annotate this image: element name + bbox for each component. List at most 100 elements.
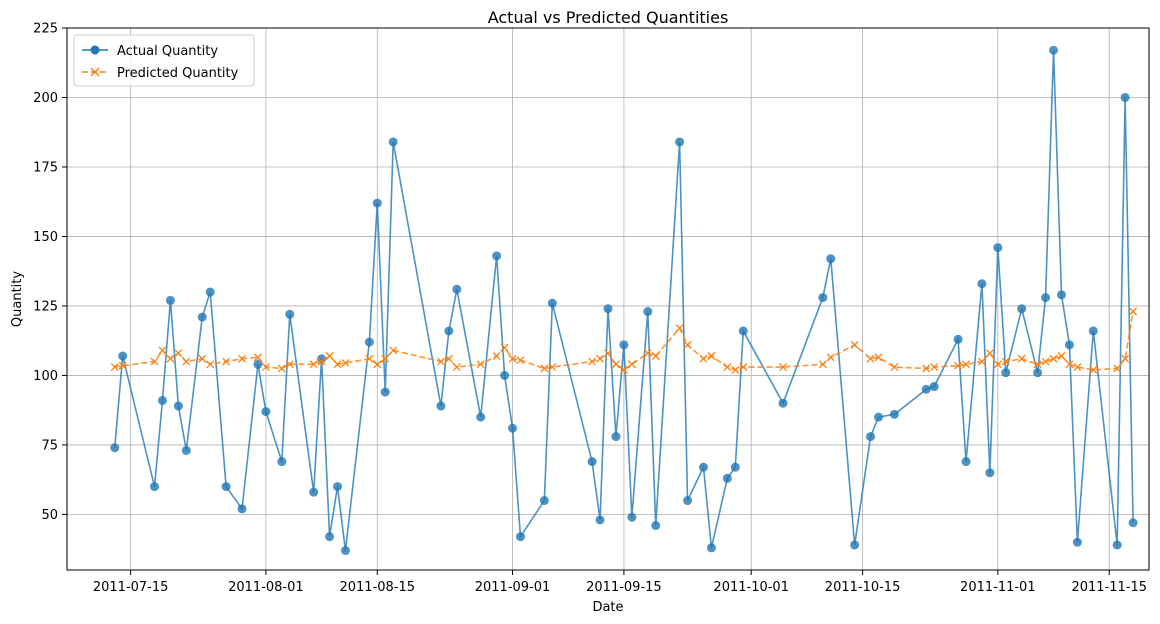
actual-quantity-point (237, 504, 247, 514)
actual-quantity-point (110, 443, 120, 453)
legend-label-actual: Actual Quantity (117, 44, 218, 59)
predicted-quantity-point (1089, 365, 1098, 374)
predicted-quantity-point (277, 364, 286, 373)
predicted-quantity-point (253, 353, 262, 362)
actual-quantity-point (643, 307, 653, 317)
predicted-quantity-point (110, 363, 119, 372)
predicted-quantity-point (174, 349, 183, 358)
predicted-quantity-point (333, 360, 342, 369)
actual-quantity-point (165, 295, 175, 305)
predicted-quantity-point (158, 346, 167, 355)
predicted-quantity-point (436, 357, 445, 366)
actual-quantity-point (309, 487, 319, 497)
x-tick-label: 2011-11-01 (960, 580, 1036, 595)
predicted-quantity-point (285, 360, 294, 369)
actual-quantity-point (611, 432, 621, 442)
predicted-quantity-point (707, 352, 716, 360)
x-tick-label: 2011-11-15 (1071, 580, 1147, 595)
chart-title: Actual vs Predicted Quantities (488, 8, 729, 27)
x-tick-label: 2011-10-15 (825, 580, 901, 595)
x-tick-label: 2011-09-15 (586, 580, 662, 595)
series-actual-quantity (110, 45, 1138, 556)
actual-quantity-point (1041, 293, 1051, 303)
actual-quantity-point (961, 457, 971, 467)
predicted-quantity-point (1001, 357, 1010, 366)
actual-quantity-point (874, 412, 883, 422)
predicted-quantity-point (198, 354, 207, 363)
actual-quantity-point (388, 137, 398, 147)
predicted-quantity-point (476, 360, 485, 369)
actual-quantity-point (150, 482, 160, 492)
predicted-quantity-point (977, 357, 986, 366)
x-tick-label: 2011-09-01 (475, 580, 551, 595)
actual-quantity-point (285, 309, 295, 319)
predicted-quantity-point (309, 360, 318, 369)
actual-quantity-point (261, 407, 271, 417)
predicted-quantity-point (850, 340, 859, 349)
predicted-quantity-point (962, 360, 970, 369)
predicted-quantity-point (874, 353, 883, 362)
actual-quantity-point (1064, 340, 1074, 350)
actual-quantity-point (706, 543, 716, 553)
actual-quantity-point (436, 401, 446, 411)
actual-quantity-point (444, 326, 454, 336)
actual-quantity-point (826, 254, 836, 264)
actual-quantity-point (985, 468, 995, 478)
predicted-quantity-point (866, 354, 875, 363)
predicted-quantity-point (723, 363, 732, 372)
predicted-quantity-point (596, 354, 605, 363)
actual-quantity-point (333, 482, 342, 492)
predicted-quantity-point (779, 363, 787, 372)
x-tick-label: 2011-08-01 (228, 580, 304, 595)
predicted-quantity-point (166, 354, 175, 363)
predicted-quantity-point (985, 349, 994, 358)
predicted-quantity-point (683, 340, 692, 349)
y-tick-label: 200 (33, 91, 58, 106)
predicted-quantity-point (206, 360, 215, 369)
actual-quantity-point (364, 337, 374, 347)
actual-quantity-point (850, 540, 860, 550)
predicted-quantity-point (118, 361, 127, 370)
predicted-quantity-point (452, 363, 461, 372)
actual-quantity-point (372, 198, 382, 208)
predicted-quantity-point (238, 354, 246, 363)
actual-quantity-point (508, 423, 518, 433)
actual-quantity-point (603, 304, 613, 314)
legend: Actual Quantity Predicted Quantity (73, 34, 255, 87)
predicted-quantity-point (1129, 307, 1138, 316)
predicted-quantity-point (1073, 363, 1082, 372)
actual-quantity-point (953, 334, 963, 344)
actual-quantity-point (1072, 537, 1082, 547)
y-axis-ticks: 50 75 100 125 150 175 200 225 (33, 22, 67, 523)
predicted-quantity-point (675, 324, 684, 333)
actual-quantity-point (515, 532, 525, 542)
predicted-quantity-point (739, 363, 748, 372)
y-axis-label: Quantity (10, 271, 25, 327)
actual-quantity-point (1128, 518, 1138, 528)
actual-quantity-point (476, 412, 486, 422)
actual-quantity-point (181, 445, 191, 455)
predicted-quantity-point (540, 364, 549, 373)
y-tick-label: 75 (41, 438, 58, 453)
actual-quantity-point (492, 251, 502, 261)
actual-quantity-point (619, 340, 629, 350)
actual-quantity-point (738, 326, 748, 336)
predicted-quantity-point (699, 354, 708, 363)
actual-quantity-point (722, 473, 732, 483)
actual-quantity-point (921, 384, 931, 394)
y-tick-label: 50 (41, 508, 58, 523)
plot-frame (66, 27, 1150, 571)
actual-quantity-point (595, 515, 605, 525)
actual-quantity-point (547, 298, 557, 308)
predicted-quantity-point (1065, 360, 1074, 369)
predicted-quantity-point (1113, 364, 1122, 373)
predicted-quantity-point (373, 360, 382, 369)
actual-quantity-point (977, 279, 987, 289)
actual-quantity-point (683, 496, 693, 506)
actual-quantity-point (587, 457, 597, 467)
predicted-quantity-point (731, 365, 740, 374)
y-tick-label: 225 (33, 22, 58, 37)
predicted-quantity-point (317, 357, 326, 366)
predicted-quantity-point (182, 357, 191, 366)
actual-quantity-point (197, 312, 207, 322)
